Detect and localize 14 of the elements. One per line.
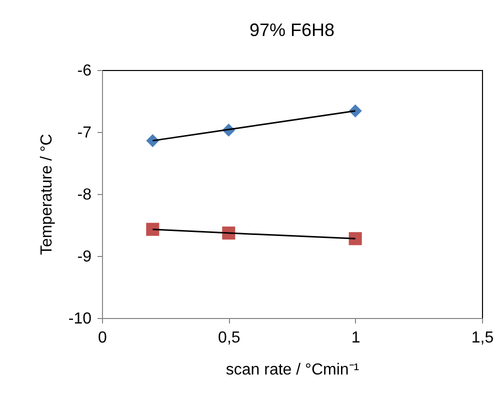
x-tick-label: 1 (351, 330, 360, 346)
y-tick-label: -9 (77, 248, 92, 266)
y-tick-label: -8 (77, 186, 92, 204)
chart-title: 97% F6H8 (249, 20, 335, 40)
y-axis-title: Temperature / °C (38, 134, 56, 256)
point (146, 222, 160, 236)
y-tick-label: -6 (77, 62, 92, 80)
x-axis-title: scan rate / °Cmin⁻¹ (226, 362, 360, 378)
y-tick-label: -10 (68, 310, 92, 328)
x-tick-label: 0,5 (218, 330, 240, 346)
point (348, 232, 362, 246)
x-tick-label: 1,5 (471, 330, 494, 346)
y-tick-label: -7 (77, 124, 92, 142)
x-tick-label: 0 (98, 330, 108, 346)
